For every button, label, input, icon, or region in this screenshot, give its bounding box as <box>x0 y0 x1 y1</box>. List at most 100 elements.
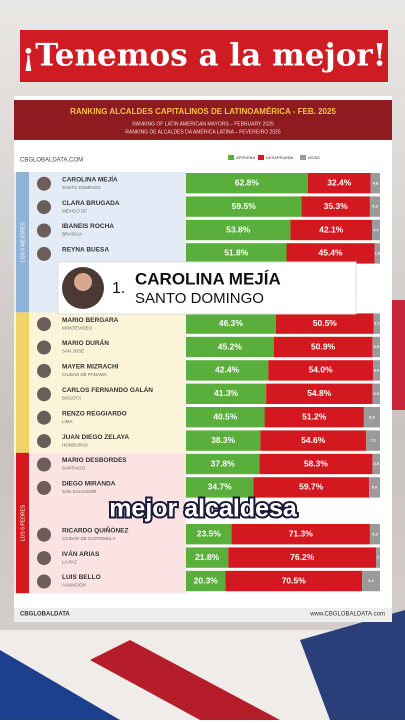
avatar <box>37 434 51 449</box>
legend-swatch <box>228 155 234 160</box>
row-city: BRASILIA <box>62 232 82 237</box>
row-name: RICARDO QUIÑÓNEZ <box>62 525 128 534</box>
bar-label: 5.6 <box>372 484 378 489</box>
card <box>57 261 357 315</box>
row-city: SANTIAGO <box>62 466 86 471</box>
group-strip <box>16 172 29 313</box>
bar-label: 54.0% <box>309 365 334 375</box>
photo-face <box>74 273 92 291</box>
bar-segment <box>374 243 380 264</box>
bar-label: 8.3 <box>369 414 375 419</box>
row-city: SANTO DOMINGO <box>62 185 101 190</box>
bar-label: 58.3% <box>304 458 329 468</box>
row-name: IVÁN ARIAS <box>62 549 100 558</box>
bar-label: 46.3% <box>219 318 244 328</box>
avatar <box>37 387 51 402</box>
bar-label: 2 <box>377 555 380 560</box>
row-city: LA PAZ <box>62 559 77 564</box>
side-flag <box>392 300 405 410</box>
highlight-card: 1. CAROLINA MEJÍA SANTO DOMINGO <box>57 261 357 315</box>
bar-segment <box>186 219 291 241</box>
footer-bar <box>14 608 392 622</box>
bar-segment <box>186 570 226 592</box>
bar-segment <box>186 313 276 334</box>
avatar <box>37 223 51 238</box>
bar-label: 9.2 <box>368 578 374 583</box>
bar-segment <box>366 430 380 451</box>
bar-segment <box>186 453 260 475</box>
bar-segment <box>376 547 380 568</box>
bar-label: 35.3% <box>324 201 349 211</box>
bar-label: 53.8% <box>226 224 251 234</box>
avatar <box>37 410 51 425</box>
bar-segment <box>273 336 373 358</box>
bar-segment <box>268 360 374 381</box>
bar-segment <box>186 173 308 194</box>
avatar <box>37 527 51 542</box>
bar-label: 71.3% <box>289 528 314 538</box>
bar-label: 20.3% <box>194 575 219 585</box>
row-name: IBANEIS ROCHA <box>62 223 114 230</box>
highlight-rank: 1. <box>112 280 125 297</box>
bar-label: 3.9 <box>373 344 379 349</box>
bar-label: 54.8% <box>307 388 332 398</box>
bar-segment <box>290 219 373 241</box>
group-bg <box>14 312 186 453</box>
bar-label: 70.5% <box>282 575 307 585</box>
legend-swatch <box>258 155 264 160</box>
row-city: SAN JOSÉ <box>62 348 84 354</box>
bar-label: 3.9 <box>373 461 379 466</box>
bar-label: 3.9 <box>373 391 379 396</box>
bar-segment <box>186 360 269 381</box>
bar-segment <box>369 196 380 217</box>
row-city: BOGOTÁ <box>62 394 81 400</box>
group-bg <box>14 452 186 594</box>
footer-brand: CBGLOBALDATA <box>20 612 70 618</box>
bar-label: 3.2 <box>374 321 380 326</box>
bar-label: 37.8% <box>211 458 236 468</box>
bar-segment <box>266 383 373 404</box>
bar-label: 41.3% <box>214 388 239 398</box>
header-banner <box>20 30 388 82</box>
avatar <box>37 574 51 589</box>
bar-segment <box>186 243 287 264</box>
bar-label: 5.2 <box>372 531 378 536</box>
bar-segment <box>307 173 371 194</box>
bar-segment <box>186 196 302 217</box>
row-name: MARIO DURÁN <box>62 338 109 347</box>
legend-swatch <box>300 155 306 160</box>
row-city: MÉXICO DF <box>62 207 87 213</box>
row-name: RENZO REGGIARDO <box>62 410 127 417</box>
row-name: CAROLINA MEJÍA <box>62 174 118 183</box>
legend-label: DESAPRUEBA <box>266 155 294 160</box>
bar-label: 4.1 <box>373 227 379 232</box>
bar-segment <box>186 383 267 404</box>
bar-segment <box>369 477 380 498</box>
row-city: SAN SALVADOR <box>62 489 97 494</box>
bar-segment <box>186 407 265 428</box>
chart-subtitle: RANKING DE ALCALDES DA AMÉRICA LATINA – … <box>125 128 280 135</box>
flag-blue-2 <box>300 610 405 720</box>
avatar <box>37 363 51 378</box>
bar-label: 42.4% <box>215 365 240 375</box>
legend-label: NS/NC <box>308 155 321 160</box>
row-city: CIUDAD DE PANAMÁ <box>62 371 107 377</box>
bar-segment <box>372 336 380 358</box>
row-name: LUIS BELLO <box>62 574 101 581</box>
avatar <box>37 457 51 472</box>
bar-label: 23.5% <box>197 528 222 538</box>
group-label: LOS 6 PEORES <box>20 504 26 541</box>
bar-label: 21.8% <box>195 552 220 562</box>
chart-brand: CBGLOBALDATA.COM <box>20 158 83 164</box>
row-name: MAYER MIZRACHI <box>62 364 119 371</box>
bar-segment <box>186 336 274 358</box>
chart-header <box>14 100 392 140</box>
bar-segment <box>253 477 370 498</box>
bar-segment <box>362 570 380 592</box>
bar-label: 51.8% <box>224 248 249 258</box>
row-city: LIMA <box>62 419 73 424</box>
bar-label: 76.2% <box>290 552 315 562</box>
row-name: MARIO DESBORDES <box>62 457 127 464</box>
bar-label: 45.4% <box>318 248 343 258</box>
avatar <box>37 176 51 191</box>
